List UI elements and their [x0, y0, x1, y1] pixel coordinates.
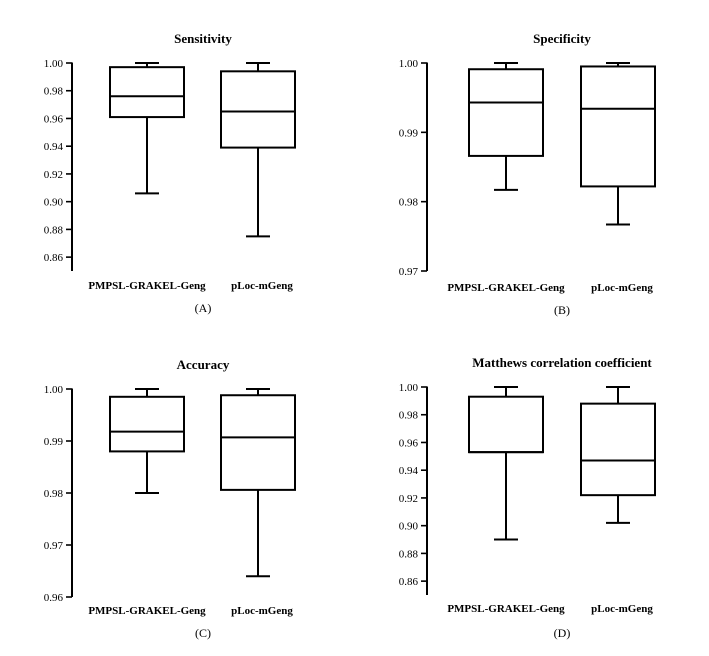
y-tick-label: 1.00: [399, 58, 419, 70]
y-tick-label: 0.94: [399, 465, 419, 477]
panel-label: (C): [195, 626, 211, 640]
x-category-label: pLoc-mGeng: [591, 282, 653, 294]
y-tick-label: 0.99: [399, 127, 419, 139]
y-tick-label: 0.86: [44, 252, 64, 264]
chart-panel-4: Matthews correlation coefficient 0.86 0.88…: [399, 355, 656, 640]
chart-title: Sensitivity: [174, 31, 232, 46]
y-tick-label: 0.97: [44, 540, 64, 552]
x-category-label: PMPSL-GRAKEL-Geng: [447, 603, 565, 615]
chart-title: Specificity: [533, 31, 591, 46]
y-tick-label: 0.86: [399, 576, 419, 588]
panel-label: (A): [195, 301, 212, 315]
box-2: [580, 386, 656, 524]
box-2: [220, 388, 296, 578]
chart-panel-2: Specificity 0.97 0.98 0.99 1.00 PMPSL-GRAKEL-…: [399, 31, 656, 317]
y-tick-label: 0.98: [44, 488, 64, 500]
y-tick-label: 0.98: [399, 410, 419, 422]
iqr-box: [220, 394, 296, 491]
y-tick-label: 0.88: [44, 224, 64, 236]
box-1: [468, 386, 544, 541]
x-category-label: PMPSL-GRAKEL-Geng: [88, 280, 206, 292]
y-tick-label: 0.98: [399, 197, 419, 209]
panel-label: (B): [554, 303, 570, 317]
y-tick-label: 1.00: [44, 58, 64, 70]
chart-title: Accuracy: [177, 357, 230, 372]
box-1: [468, 62, 544, 191]
y-tick-label: 0.90: [44, 197, 64, 209]
iqr-box: [468, 395, 544, 454]
iqr-box: [468, 68, 544, 157]
y-tick-label: 0.88: [399, 548, 419, 560]
panel-label: (D): [554, 626, 571, 640]
iqr-box: [580, 402, 656, 497]
box-2: [220, 62, 296, 238]
chart-title: Matthews correlation coefficient: [472, 355, 652, 370]
chart-panel-1: Sensitivity 0.86 0.88 0.90 0.92 0.94 0.96 0.98 1…: [44, 31, 296, 315]
chart-panel-3: Accuracy 0.96 0.97 0.98 0.99 1.00 PMPSL-GRAKEL…: [44, 357, 296, 640]
y-tick-label: 0.90: [399, 521, 419, 533]
box-1: [109, 388, 185, 494]
y-tick-label: 1.00: [44, 384, 64, 396]
iqr-box: [109, 66, 185, 119]
box-1: [109, 62, 185, 195]
y-tick-label: 0.92: [44, 169, 63, 181]
iqr-box: [109, 395, 185, 453]
box-2: [580, 62, 656, 226]
iqr-box: [580, 65, 656, 188]
x-category-label: pLoc-mGeng: [231, 280, 293, 292]
y-tick-label: 0.96: [44, 113, 64, 125]
y-tick-label: 0.96: [399, 437, 419, 449]
x-category-label: PMPSL-GRAKEL-Geng: [88, 605, 206, 617]
x-category-label: PMPSL-GRAKEL-Geng: [447, 282, 565, 294]
y-tick-label: 0.94: [44, 141, 64, 153]
y-tick-label: 0.92: [399, 493, 418, 505]
y-tick-label: 1.00: [399, 382, 419, 394]
iqr-box: [220, 70, 296, 149]
x-category-label: pLoc-mGeng: [231, 605, 293, 617]
y-tick-label: 0.96: [44, 592, 64, 604]
y-tick-label: 0.99: [44, 436, 64, 448]
y-tick-label: 0.98: [44, 86, 64, 98]
x-category-label: pLoc-mGeng: [591, 603, 653, 615]
y-tick-label: 0.97: [399, 266, 419, 278]
